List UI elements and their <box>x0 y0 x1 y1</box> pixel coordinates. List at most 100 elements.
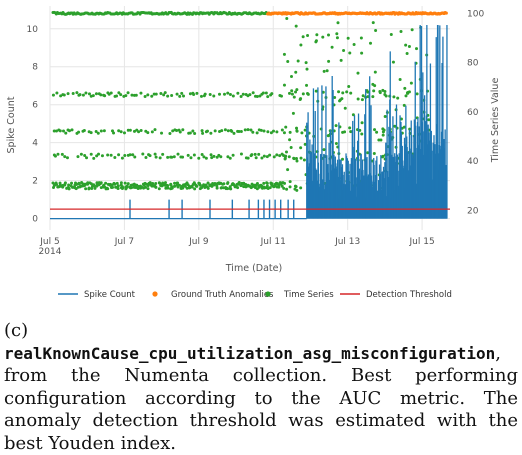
series-point <box>392 95 396 99</box>
series-point <box>325 69 329 73</box>
legend-swatch <box>265 291 271 297</box>
series-point <box>161 152 165 156</box>
series-point <box>239 183 243 187</box>
series-point <box>97 152 101 156</box>
series-point <box>68 129 72 133</box>
series-point <box>289 146 293 150</box>
series-point <box>409 81 413 85</box>
series-point <box>289 74 293 78</box>
series-point <box>299 146 303 150</box>
series-point <box>206 181 210 185</box>
series-point <box>391 60 395 64</box>
series-point <box>119 93 123 97</box>
series-point <box>381 154 385 158</box>
series-point <box>246 156 250 160</box>
series-point <box>294 70 298 74</box>
series-point <box>259 128 263 132</box>
series-point <box>60 152 64 156</box>
series-point <box>286 168 290 172</box>
series-point <box>280 128 284 132</box>
series-point <box>62 93 66 97</box>
series-point <box>262 154 266 158</box>
series-point <box>283 156 287 160</box>
series-point <box>193 131 197 135</box>
series-point <box>292 157 296 161</box>
x-tick-label: Jul 9 <box>188 237 209 247</box>
series-point <box>172 155 176 159</box>
series-point <box>178 94 182 98</box>
series-point <box>55 91 59 95</box>
series-point <box>205 129 209 133</box>
series-point <box>75 91 79 95</box>
series-point <box>278 154 282 158</box>
series-point <box>299 43 303 47</box>
series-point <box>282 83 286 87</box>
series-point <box>144 156 148 160</box>
series-point <box>257 152 261 156</box>
series-point <box>288 138 292 142</box>
series-point <box>102 129 106 133</box>
right-y-axis-ticks: 20 40 60 80 100 <box>467 9 484 216</box>
series-point <box>215 184 219 188</box>
series-point <box>148 154 152 158</box>
series-point <box>268 153 272 157</box>
series-point <box>295 129 299 133</box>
series-point <box>285 16 289 20</box>
series-point <box>51 181 55 185</box>
series-point <box>139 129 143 133</box>
series-point <box>405 91 409 95</box>
series-point <box>166 94 170 98</box>
series-point <box>251 130 255 134</box>
series-point <box>335 36 339 40</box>
series-point <box>58 181 62 185</box>
series-point <box>159 92 163 96</box>
series-point <box>133 155 137 159</box>
series-point <box>200 129 204 133</box>
series-point <box>113 182 117 186</box>
series-point <box>349 91 353 95</box>
series-point <box>176 152 180 156</box>
series-point <box>295 88 299 92</box>
series-point <box>58 129 62 133</box>
series-point <box>128 128 132 132</box>
series-point <box>170 155 174 159</box>
series-point <box>154 92 158 96</box>
x-tick-label: Jul 13 <box>334 237 360 247</box>
series-point <box>51 93 55 97</box>
series-point <box>270 183 274 187</box>
series-point <box>239 130 243 134</box>
series-point <box>170 93 174 97</box>
series-point <box>130 186 134 190</box>
series-point <box>213 129 217 133</box>
series-point <box>122 131 126 135</box>
series-point <box>306 91 310 95</box>
series-point <box>322 148 326 152</box>
series-point <box>349 130 353 134</box>
series-point <box>157 181 161 185</box>
series-point <box>299 186 303 190</box>
series-point <box>200 152 204 156</box>
series-point <box>151 182 155 186</box>
series-point <box>201 131 205 135</box>
series-point <box>208 92 212 96</box>
series-point <box>381 88 385 92</box>
series-point <box>315 33 319 37</box>
series-point <box>333 96 337 100</box>
series-point <box>221 182 225 186</box>
series-point <box>77 181 81 185</box>
series-point <box>52 129 56 133</box>
series-point <box>180 91 184 95</box>
series-point <box>166 155 170 159</box>
series-point <box>279 94 283 98</box>
series-point <box>314 40 318 44</box>
series-point <box>181 186 185 190</box>
series-point <box>269 131 273 135</box>
series-point <box>294 156 298 160</box>
series-point <box>194 184 198 188</box>
series-point <box>258 94 262 98</box>
series-point <box>403 86 407 90</box>
legend-label: Ground Truth Anomalies <box>171 290 274 300</box>
series-point <box>321 35 325 39</box>
series-point <box>204 156 208 160</box>
